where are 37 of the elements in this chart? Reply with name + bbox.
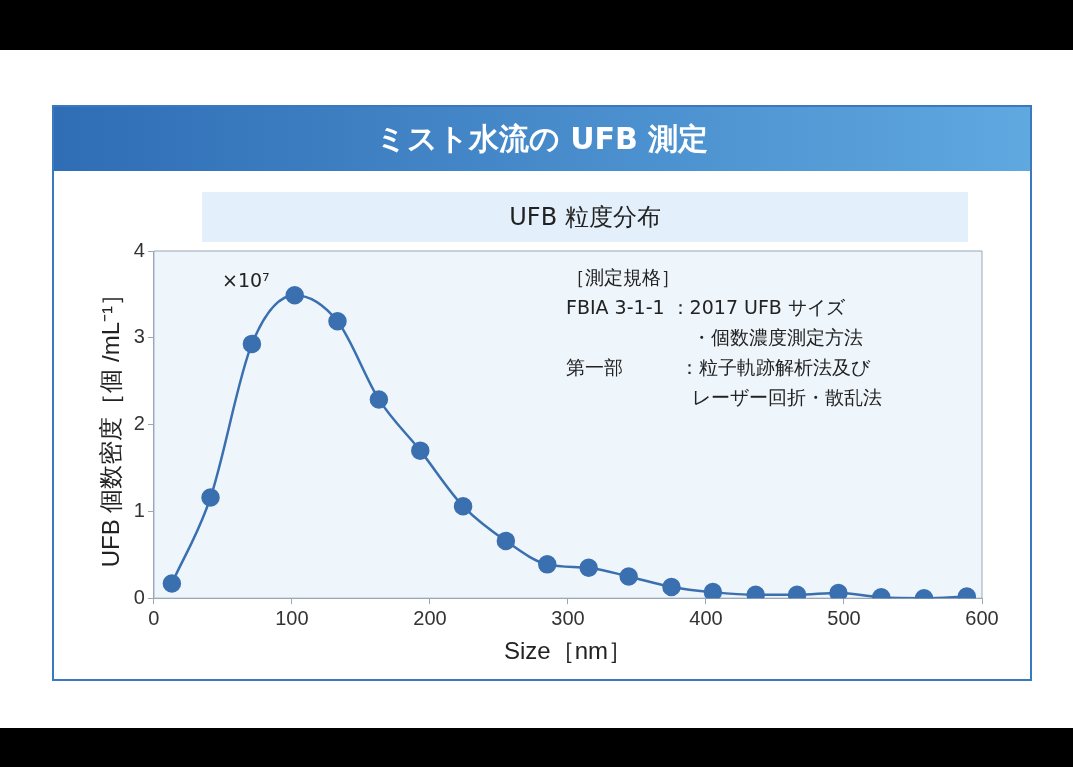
x-tick-label: 500 — [827, 606, 861, 629]
annotation: レーザー回折・散乱法 — [692, 386, 883, 408]
annotation: 第一部 ：粒子軌跡解析法及び — [566, 356, 870, 378]
y-tick-label: 4 — [133, 238, 145, 261]
x-tick-label: 600 — [965, 606, 999, 629]
point — [201, 488, 220, 507]
annotation: ・個数濃度測定方法 — [692, 326, 864, 348]
annotation: ［測定規格］ — [566, 266, 680, 288]
point — [538, 555, 557, 574]
chart-title: ミスト水流の UFB 測定 — [54, 107, 1030, 171]
point — [369, 390, 389, 409]
annotation: ×10⁷ — [222, 269, 270, 291]
y-tick-label: 2 — [133, 412, 145, 435]
point — [662, 577, 681, 597]
x-axis-title: Size［nm］ — [503, 637, 632, 665]
point — [496, 531, 516, 551]
x-tick-label: 400 — [689, 606, 723, 629]
point — [411, 441, 430, 460]
point — [285, 286, 304, 305]
x-tick-label: 300 — [551, 606, 585, 629]
y-tick-label: 3 — [133, 325, 145, 348]
y-axis-title: UFB 個数密度［個 /mL⁻¹］ — [97, 281, 125, 568]
x-tick-label: 100 — [275, 606, 309, 629]
y-tick-label: 1 — [133, 498, 145, 521]
point — [242, 334, 262, 354]
point — [703, 582, 723, 599]
x-tick-label: 0 — [148, 606, 160, 629]
point — [328, 312, 347, 331]
y-tick-label: 0 — [133, 585, 145, 608]
point — [619, 567, 638, 586]
point — [453, 496, 473, 516]
point — [829, 583, 848, 599]
annotation: FBIA 3-1-1 ：2017 UFB サイズ — [566, 296, 845, 318]
point — [162, 574, 182, 593]
point — [579, 558, 598, 578]
chart-subtitle: UFB 粒度分布 — [202, 192, 968, 242]
x-tick-label: 200 — [413, 606, 447, 629]
